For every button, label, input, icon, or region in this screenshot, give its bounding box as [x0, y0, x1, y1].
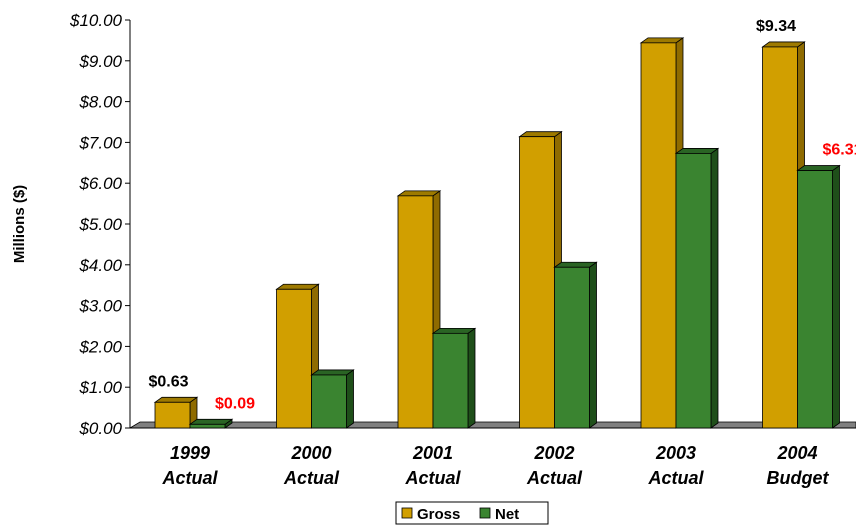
- bar-side: [710, 147, 719, 429]
- legend-box: [395, 501, 549, 525]
- category-label: 2002: [533, 443, 574, 463]
- bars: [153, 37, 841, 429]
- y-tick-label: $9.00: [78, 52, 122, 71]
- bar-top: [188, 418, 234, 425]
- y-tick-label: $3.00: [78, 297, 122, 316]
- category-label: Actual: [526, 468, 583, 488]
- legend-label-gross: Gross: [417, 506, 460, 523]
- bar-top: [275, 283, 320, 290]
- bar-side: [346, 369, 354, 429]
- bar-front: [762, 46, 798, 429]
- data-label: $6.31: [823, 142, 856, 159]
- bar-front: [640, 42, 677, 429]
- bar-front: [519, 136, 555, 429]
- bar-top: [796, 165, 841, 171]
- bar-front: [554, 266, 590, 429]
- floor-plane: [128, 421, 856, 429]
- bar-net-2001: [431, 327, 477, 429]
- category-label: 1999: [170, 443, 210, 463]
- legend: Gross Net: [395, 501, 549, 525]
- bar-top: [639, 37, 685, 44]
- legend-swatch-gross: [401, 507, 413, 519]
- bar-side: [467, 327, 476, 429]
- y-tick-label: $6.00: [78, 174, 122, 193]
- data-label: $0.09: [215, 395, 255, 412]
- y-tick-label: $10.00: [69, 11, 123, 30]
- data-label: $9.34: [756, 18, 796, 35]
- legend-swatch-net: [479, 507, 491, 519]
- y-tick-label: $7.00: [78, 133, 122, 152]
- bar-side: [832, 164, 840, 429]
- bar-top: [674, 148, 720, 154]
- bar-top: [518, 131, 563, 138]
- bar-front: [675, 153, 712, 429]
- category-label: Budget: [767, 468, 830, 488]
- data-labels: $0.63 $0.09 $9.34 $6.31: [148, 18, 856, 412]
- bar-front: [154, 401, 191, 429]
- bar-front: [189, 423, 226, 429]
- y-axis: $0.00 $1.00 $2.00 $3.00 $4.00 $5.00 $6.00 $7.00…: [69, 11, 856, 438]
- bar-net-2003: [674, 147, 720, 429]
- bar-top: [431, 327, 477, 334]
- category-label: Actual: [161, 468, 218, 488]
- category-label: Actual: [404, 468, 461, 488]
- legend-label-net: Net: [495, 506, 519, 523]
- bar-front: [797, 170, 833, 429]
- bar-front: [311, 374, 347, 429]
- y-tick-label: $2.00: [78, 337, 122, 356]
- y-tick-label: $0.00: [78, 419, 122, 438]
- bar-side: [589, 261, 597, 429]
- bar-front: [397, 195, 434, 429]
- category-label: 2001: [412, 443, 453, 463]
- bar-gross-2001: [396, 190, 442, 429]
- bar-net-1999: [188, 418, 234, 429]
- bar-net-2004: [796, 164, 841, 429]
- bar-top: [553, 261, 598, 268]
- category-label: 2003: [655, 443, 696, 463]
- category-label: Actual: [647, 468, 704, 488]
- bar-net-2002: [553, 261, 598, 429]
- chart-floor: [128, 421, 856, 429]
- bar-top: [396, 190, 442, 197]
- y-tick-label: $1.00: [78, 378, 122, 397]
- y-tick-label: $8.00: [78, 93, 122, 112]
- category-labels: 1999 Actual 2000 Actual 2001 Actual 2002 Actual…: [161, 443, 829, 488]
- category-label: 2004: [776, 443, 817, 463]
- data-label: $0.63: [148, 373, 188, 390]
- bar-net-2000: [310, 369, 355, 429]
- bar-top: [761, 41, 806, 48]
- bar-front: [276, 288, 312, 429]
- y-tick-label: $5.00: [78, 215, 122, 234]
- bar-top: [310, 369, 355, 376]
- bar-front: [432, 332, 469, 429]
- y-axis-title: Millions ($): [11, 185, 28, 263]
- category-label: Actual: [283, 468, 340, 488]
- bar-gross-1999: [153, 396, 199, 429]
- category-label: 2000: [290, 443, 331, 463]
- bar-top: [153, 396, 199, 403]
- y-tick-label: $4.00: [78, 256, 122, 275]
